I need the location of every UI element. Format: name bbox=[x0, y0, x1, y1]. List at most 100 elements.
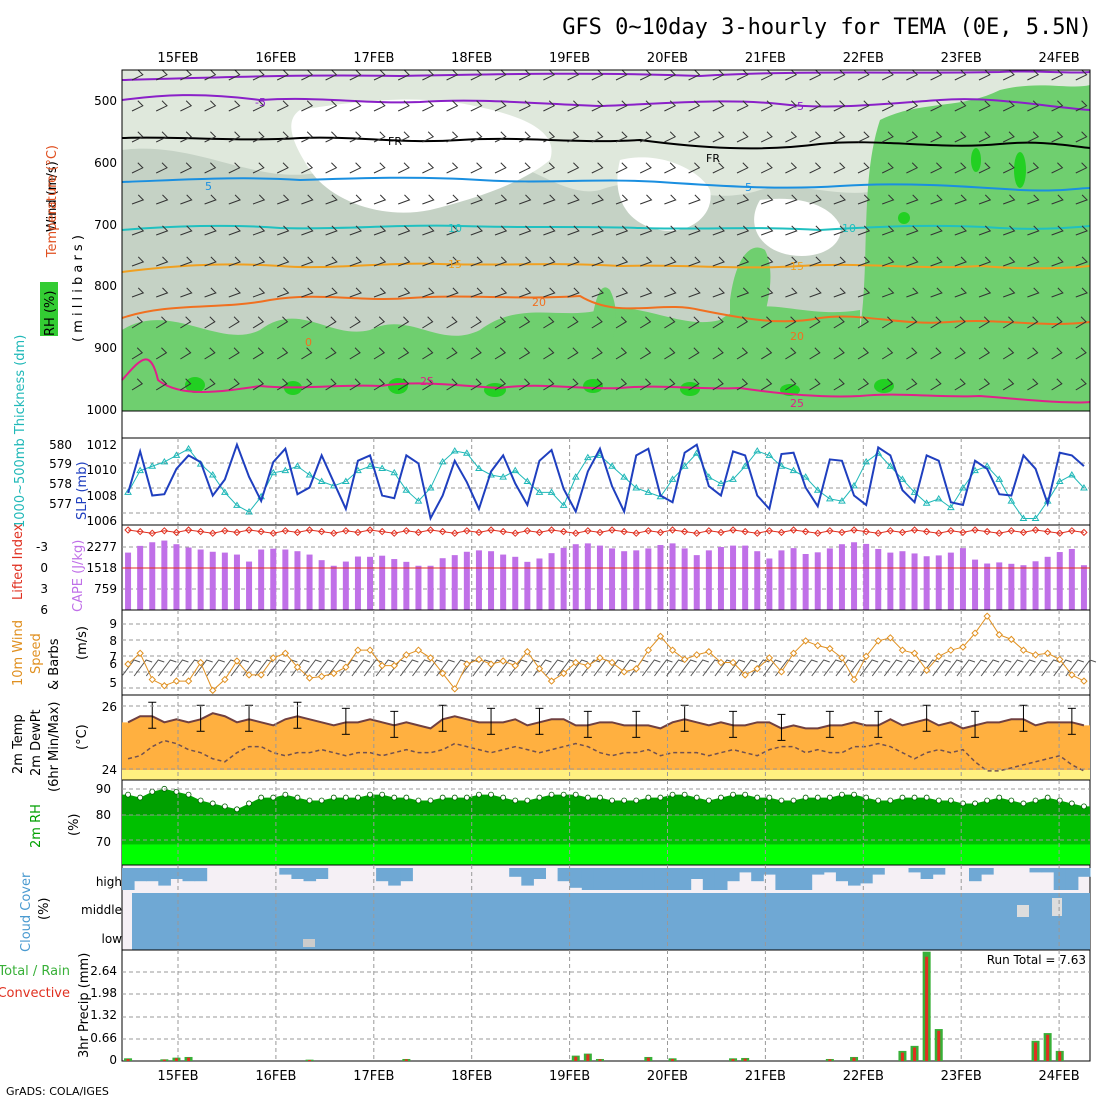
rh-point bbox=[633, 797, 640, 804]
rh-point bbox=[597, 794, 603, 801]
profile-wind-barb bbox=[349, 100, 362, 112]
date-label-bottom: 16FEB bbox=[255, 1069, 296, 1084]
wind-barb bbox=[726, 659, 746, 677]
lifted-index-point bbox=[354, 528, 362, 537]
wind-speed-point bbox=[729, 658, 737, 667]
cape-bar bbox=[367, 556, 374, 610]
thickness-yaxis-left: 580 579 578 577 bbox=[49, 438, 72, 511]
cloud-high-bar bbox=[727, 868, 740, 882]
profile-wind-barb bbox=[1075, 378, 1087, 391]
wind10-yaxis: 9 8 7 6 5 bbox=[109, 617, 117, 690]
precip-tick-0.66: 0.66 bbox=[90, 1031, 117, 1045]
label-minus5-b: -5 bbox=[793, 100, 804, 113]
precip-tick-1.32: 1.32 bbox=[90, 1008, 117, 1022]
wind-speed-point bbox=[959, 643, 967, 651]
thickness-point bbox=[559, 501, 568, 508]
profile-wind-barb bbox=[857, 162, 870, 174]
profile-wind-barb bbox=[276, 69, 289, 81]
temp2m-label-2: 2m DewPt bbox=[29, 709, 44, 776]
cape-bar bbox=[415, 565, 422, 610]
wind-speed-point bbox=[1056, 655, 1064, 664]
wind-barb bbox=[363, 659, 383, 677]
profile-wind-barb bbox=[519, 256, 532, 267]
lifted-index-point bbox=[305, 526, 314, 534]
cloud-high-bar bbox=[920, 868, 934, 879]
wind-speed-point bbox=[620, 668, 628, 676]
profile-wind-barb bbox=[1051, 162, 1064, 174]
wind-speed-point bbox=[1080, 677, 1088, 685]
profile-wind-barb bbox=[325, 316, 337, 329]
wind-barb bbox=[835, 659, 855, 677]
wind-barb bbox=[859, 659, 879, 677]
profile-wind-barb bbox=[567, 347, 579, 360]
rh-point bbox=[536, 794, 543, 801]
profile-wind-barb bbox=[1003, 287, 1016, 298]
cloud-high-bar bbox=[569, 868, 583, 888]
profile-wind-barb bbox=[930, 378, 942, 391]
thickness-point bbox=[789, 466, 798, 474]
cape-bar bbox=[572, 544, 579, 610]
millibars-axis-label: ( m i l l i b a r s ) bbox=[71, 235, 86, 342]
profile-wind-barb bbox=[373, 194, 387, 205]
profile-wind-barb bbox=[881, 347, 894, 360]
profile-wind-barb bbox=[930, 100, 943, 112]
lifted-index-point bbox=[572, 529, 580, 537]
profile-wind-barb bbox=[494, 194, 508, 205]
profile-wind-barb bbox=[131, 225, 145, 236]
cape-bar bbox=[536, 558, 543, 610]
profile-wind-barb bbox=[446, 225, 459, 236]
cloud-high-bar bbox=[642, 868, 655, 890]
profile-wind-barb bbox=[857, 287, 871, 298]
wind-barb bbox=[351, 659, 371, 677]
wind-barb bbox=[170, 659, 189, 677]
cape-bar bbox=[548, 553, 555, 610]
date-label-bottom: 20FEB bbox=[647, 1069, 688, 1084]
thickness-point bbox=[499, 473, 508, 480]
cape-bar bbox=[233, 554, 240, 610]
wind-speed-point bbox=[922, 666, 931, 674]
rh-point bbox=[1081, 803, 1087, 810]
thickness-point bbox=[390, 468, 399, 476]
profile-wind-barb bbox=[446, 347, 458, 360]
profile-wind-barb bbox=[422, 131, 435, 143]
wind-speed-point bbox=[269, 654, 277, 662]
profile-wind-barb bbox=[397, 316, 410, 329]
profile-wind-barb bbox=[349, 316, 361, 329]
thickness-point bbox=[535, 488, 544, 495]
cape-bar bbox=[899, 551, 906, 610]
rh-area bbox=[122, 788, 1090, 816]
wind-barb bbox=[823, 659, 843, 677]
rh-point bbox=[234, 806, 240, 813]
thickness-point bbox=[148, 462, 157, 469]
wind-barb bbox=[690, 659, 709, 677]
rh-point bbox=[330, 794, 337, 801]
profile-wind-barb bbox=[518, 316, 531, 329]
wind-speed-point bbox=[693, 651, 701, 659]
wind-speed-point bbox=[451, 685, 459, 693]
wind-speed-point bbox=[209, 686, 217, 695]
cape-bar bbox=[488, 551, 495, 610]
cape-bar bbox=[596, 545, 603, 610]
precip-bars bbox=[124, 951, 1064, 1061]
profile-wind-barb bbox=[785, 131, 798, 143]
profile-wind-barb bbox=[373, 69, 386, 81]
rh2m-yaxis: 90 80 70 bbox=[96, 782, 111, 849]
lifted-index-point bbox=[814, 529, 822, 537]
lifted-index-point bbox=[463, 527, 471, 535]
profile-wind-barb bbox=[494, 69, 507, 81]
profile-wind-barb bbox=[325, 131, 338, 143]
profile-wind-barb bbox=[760, 69, 773, 81]
wind-speed-point bbox=[523, 648, 532, 656]
cape-bar bbox=[814, 552, 821, 610]
profile-wind-barb bbox=[373, 225, 387, 236]
profile-wind-barb bbox=[494, 131, 507, 143]
profile-wind-barb bbox=[277, 256, 290, 267]
wind-speed-point bbox=[572, 658, 580, 667]
profile-wind-barb bbox=[519, 194, 532, 205]
precip-convective-bar bbox=[574, 1056, 578, 1061]
profile-wind-barb bbox=[325, 69, 338, 81]
cape-bar bbox=[826, 548, 833, 610]
profile-wind-barb bbox=[470, 287, 483, 298]
profile-wind-barb bbox=[761, 256, 774, 267]
profile-wind-barb bbox=[349, 225, 362, 236]
